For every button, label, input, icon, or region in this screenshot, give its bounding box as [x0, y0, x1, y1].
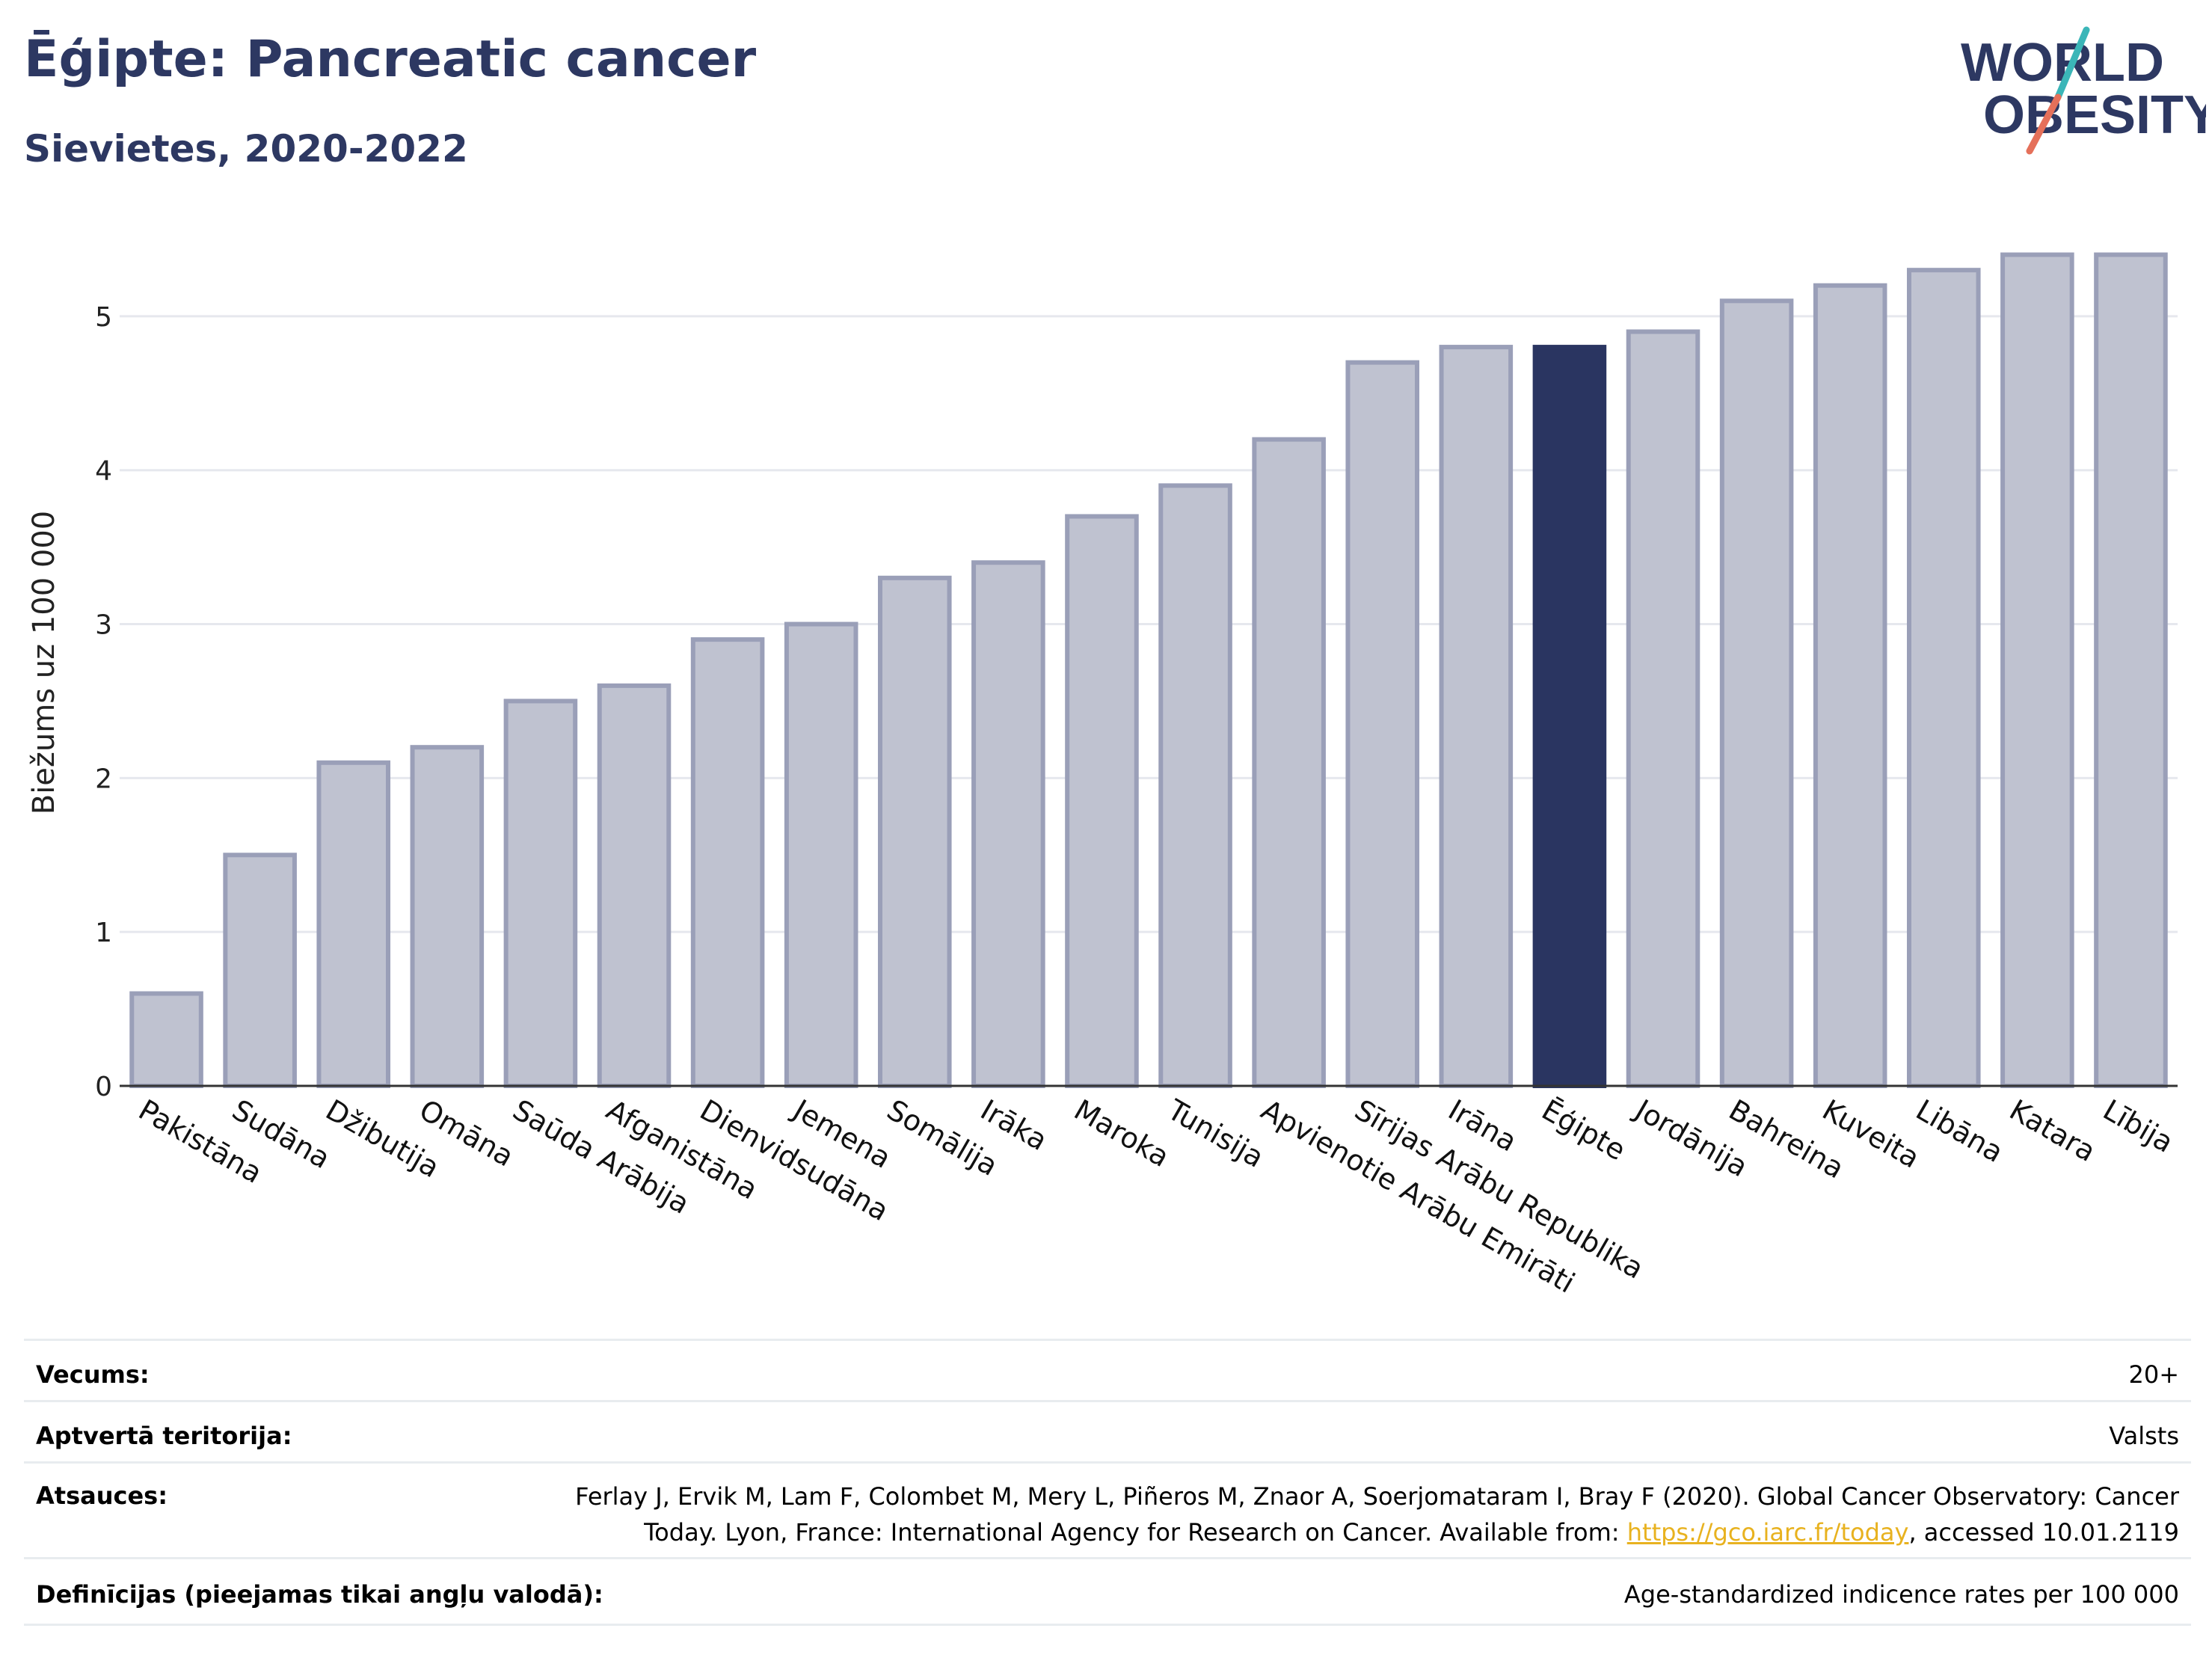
bar-7: [784, 621, 858, 1088]
bar-16: [1626, 329, 1701, 1088]
age-label: Vecums:: [36, 1360, 150, 1389]
page-title: Ēģipte: Pancreatic cancer: [24, 30, 757, 89]
bar-21: [2094, 252, 2168, 1089]
references-link[interactable]: https://gco.iarc.fr/today: [1626, 1518, 1909, 1547]
bar-3: [410, 745, 485, 1088]
y-tick-label: 0: [95, 1072, 112, 1102]
territory-value: Valsts: [2109, 1422, 2179, 1450]
bar-9: [971, 560, 1045, 1088]
bar-17: [1719, 298, 1794, 1088]
references-line-1: Ferlay J, Ervik M, Lam F, Colombet M, Me…: [575, 1482, 2179, 1511]
logo-slash-teal: [2054, 26, 2090, 101]
logo-slash-coral: [2026, 93, 2062, 155]
bar-5: [597, 683, 672, 1088]
x-tick-label: Lībija: [2098, 1093, 2179, 1159]
definitions-label: Definīcijas (pieejamas tikai angļu valod…: [36, 1580, 603, 1609]
x-tick-label: Tunisija: [1161, 1093, 1269, 1174]
bar-13: [1345, 360, 1420, 1088]
bar-2: [316, 760, 391, 1088]
meta-row-territory: Aptvertā teritorija: Valsts: [24, 1400, 2191, 1464]
bar-19: [1906, 268, 1981, 1088]
meta-row-references: Atsauces: Ferlay J, Ervik M, Lam F, Colo…: [24, 1461, 2191, 1559]
territory-label: Aptvertā teritorija:: [36, 1422, 292, 1450]
bar-14: [1439, 345, 1514, 1088]
references-text: Today. Lyon, France: International Agenc…: [644, 1518, 1627, 1547]
page-subtitle: Sievietes, 2020-2022: [24, 127, 468, 171]
references-value: Ferlay J, Ervik M, Lam F, Colombet M, Me…: [534, 1479, 2179, 1550]
logo-word-obesity: OBESITY: [1983, 85, 2206, 145]
x-tick-label: Ēģipte: [1536, 1093, 1631, 1167]
bar-4: [503, 698, 578, 1088]
y-tick-label: 5: [95, 302, 112, 333]
world-obesity-logo: WORLD OBESITY: [1961, 26, 2206, 155]
y-tick-label: 4: [95, 456, 112, 487]
bar-18: [1813, 283, 1887, 1088]
x-tick-label: Libāna: [1911, 1093, 2009, 1169]
age-value: 20+: [2128, 1360, 2179, 1389]
y-tick-label: 1: [95, 918, 112, 948]
x-tick-label: Katara: [2004, 1093, 2101, 1168]
definitions-value: Age-standardized indicence rates per 100…: [1623, 1580, 2179, 1609]
bar-15: [1532, 345, 1607, 1088]
references-accessed: , accessed 10.01.2119: [1908, 1518, 2179, 1547]
bar-8: [877, 575, 952, 1088]
bar-11: [1158, 483, 1232, 1088]
bar-10: [1065, 514, 1139, 1088]
bar-20: [2000, 252, 2074, 1089]
bar-0: [129, 991, 203, 1088]
references-label: Atsauces:: [36, 1481, 168, 1510]
x-tick-label: Maroka: [1069, 1093, 1175, 1173]
y-tick-label: 3: [95, 610, 112, 641]
meta-row-age: Vecums: 20+: [24, 1339, 2191, 1402]
meta-row-definitions: Definīcijas (pieejamas tikai angļu valod…: [24, 1557, 2191, 1626]
y-tick-label: 2: [95, 764, 112, 794]
bar-12: [1252, 437, 1326, 1088]
references-line-2: Today. Lyon, France: International Agenc…: [534, 1514, 2179, 1550]
y-axis-label: Biežums uz 100 000: [27, 511, 61, 815]
bar-6: [690, 637, 765, 1088]
bar-1: [223, 853, 297, 1088]
